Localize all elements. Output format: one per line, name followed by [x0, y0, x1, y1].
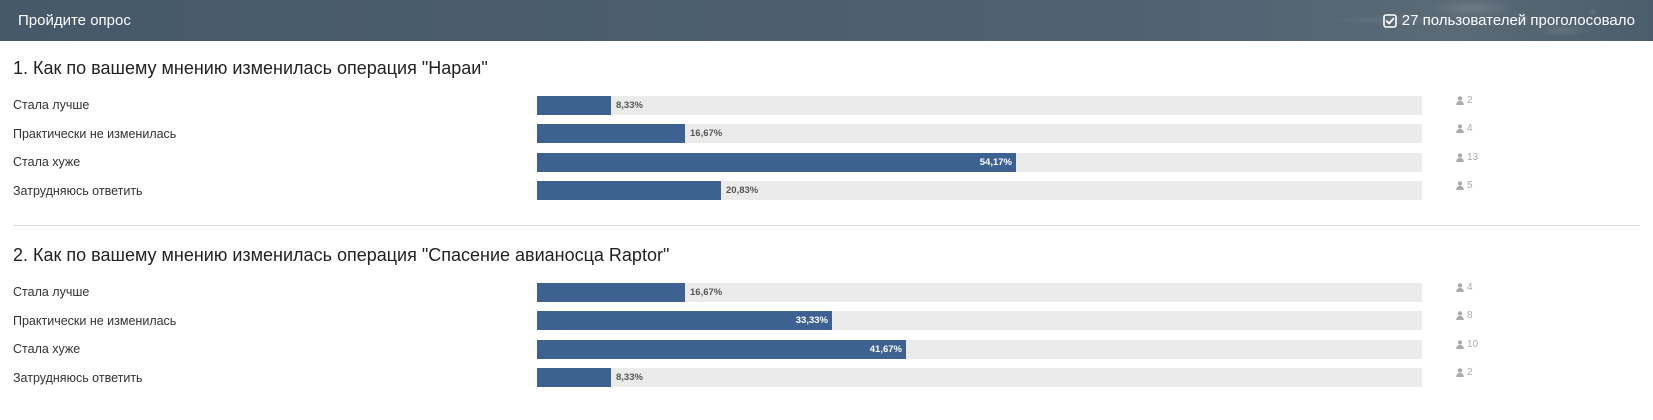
poll-title: Пройдите опрос — [18, 12, 131, 29]
option-percent: 20,83% — [726, 185, 759, 197]
result-bar-fill — [537, 181, 721, 201]
option-percent: 8,33% — [616, 372, 643, 384]
vote-count-value: 2 — [1467, 367, 1473, 379]
result-bar-fill — [537, 368, 611, 388]
result-bar-fill — [537, 311, 832, 331]
poll-option: Стала лучше 8,33% 2 — [13, 91, 1640, 120]
vote-count-value: 10 — [1467, 338, 1479, 350]
result-bar-track: 16,67% — [537, 124, 1422, 144]
vote-count: 8 — [1456, 310, 1473, 321]
user-icon — [1456, 282, 1464, 292]
option-percent: 41,67% — [869, 343, 902, 355]
poll-content: 1. Как по вашему мнению изменилась опера… — [0, 41, 1653, 392]
vote-count-value: 2 — [1467, 94, 1473, 106]
result-bar-fill — [537, 282, 685, 302]
user-icon — [1456, 339, 1464, 349]
result-bar-track: 16,67% — [537, 282, 1422, 302]
vote-count: 5 — [1456, 180, 1473, 191]
option-percent: 54,17% — [979, 156, 1012, 168]
vote-count: 2 — [1456, 95, 1473, 106]
user-icon — [1456, 95, 1464, 105]
result-bar-fill — [537, 95, 611, 115]
vote-count-value: 4 — [1467, 281, 1473, 293]
vote-count-value: 8 — [1467, 310, 1473, 322]
vote-count: 4 — [1456, 123, 1473, 134]
vote-count-value: 4 — [1467, 123, 1473, 135]
user-icon — [1456, 152, 1464, 162]
question-title: 1. Как по вашему мнению изменилась опера… — [13, 58, 488, 78]
user-icon — [1456, 124, 1464, 134]
option-label: Практически не изменилась — [13, 313, 177, 328]
question-title: 2. Как по вашему мнению изменилась опера… — [13, 245, 670, 265]
result-bar-fill — [537, 339, 906, 359]
vote-count: 4 — [1456, 282, 1473, 293]
voters-count: 27 пользователей проголосовало — [1382, 12, 1635, 29]
user-icon — [1456, 181, 1464, 191]
vote-count: 13 — [1456, 152, 1478, 163]
user-icon — [1456, 368, 1464, 378]
option-percent: 8,33% — [616, 99, 643, 111]
option-label: Практически не изменилась — [13, 126, 177, 141]
result-bar-fill — [537, 152, 1016, 172]
check-square-icon — [1382, 13, 1397, 28]
option-percent: 16,67% — [690, 128, 723, 140]
vote-count-value: 13 — [1467, 151, 1479, 163]
option-label: Стала хуже — [13, 155, 81, 170]
vote-count: 2 — [1456, 367, 1473, 378]
option-label: Стала хуже — [13, 342, 81, 357]
poll-option: Стала хуже 54,17% 13 — [13, 148, 1640, 177]
option-label: Стала лучше — [13, 285, 90, 300]
poll-option: Практически не изменилась 33,33% 8 — [13, 307, 1640, 336]
poll-option: Практически не изменилась 16,67% 4 — [13, 120, 1640, 149]
result-bar-track: 33,33% — [537, 311, 1422, 331]
vote-count-value: 5 — [1467, 180, 1473, 192]
option-percent: 16,67% — [690, 286, 723, 298]
result-bar-track: 20,83% — [537, 181, 1422, 201]
poll-header: Пройдите опрос 27 пользователей проголос… — [0, 0, 1653, 41]
user-icon — [1456, 311, 1464, 321]
result-bar-track: 41,67% — [537, 339, 1422, 359]
result-bar-track: 54,17% — [537, 152, 1422, 172]
options-list: Стала лучше 8,33% 2 Практически не измен… — [13, 91, 1640, 205]
option-percent: 33,33% — [795, 315, 828, 327]
result-bar-track: 8,33% — [537, 368, 1422, 388]
option-label: Стала лучше — [13, 98, 90, 113]
question-2: 2. Как по вашему мнению изменилась опера… — [13, 225, 1640, 392]
poll-option: Затрудняюсь ответить 8,33% 2 — [13, 364, 1640, 393]
option-label: Затрудняюсь ответить — [13, 370, 143, 385]
poll-option: Затрудняюсь ответить 20,83% 5 — [13, 177, 1640, 206]
result-bar-fill — [537, 124, 685, 144]
question-1: 1. Как по вашему мнению изменилась опера… — [13, 41, 1640, 205]
poll-option: Стала хуже 41,67% 10 — [13, 335, 1640, 364]
options-list: Стала лучше 16,67% 4 Практически не изме… — [13, 278, 1640, 392]
poll-option: Стала лучше 16,67% 4 — [13, 278, 1640, 307]
vote-count: 10 — [1456, 339, 1478, 350]
result-bar-track: 8,33% — [537, 95, 1422, 115]
voters-text: 27 пользователей проголосовало — [1401, 12, 1635, 29]
option-label: Затрудняюсь ответить — [13, 183, 143, 198]
